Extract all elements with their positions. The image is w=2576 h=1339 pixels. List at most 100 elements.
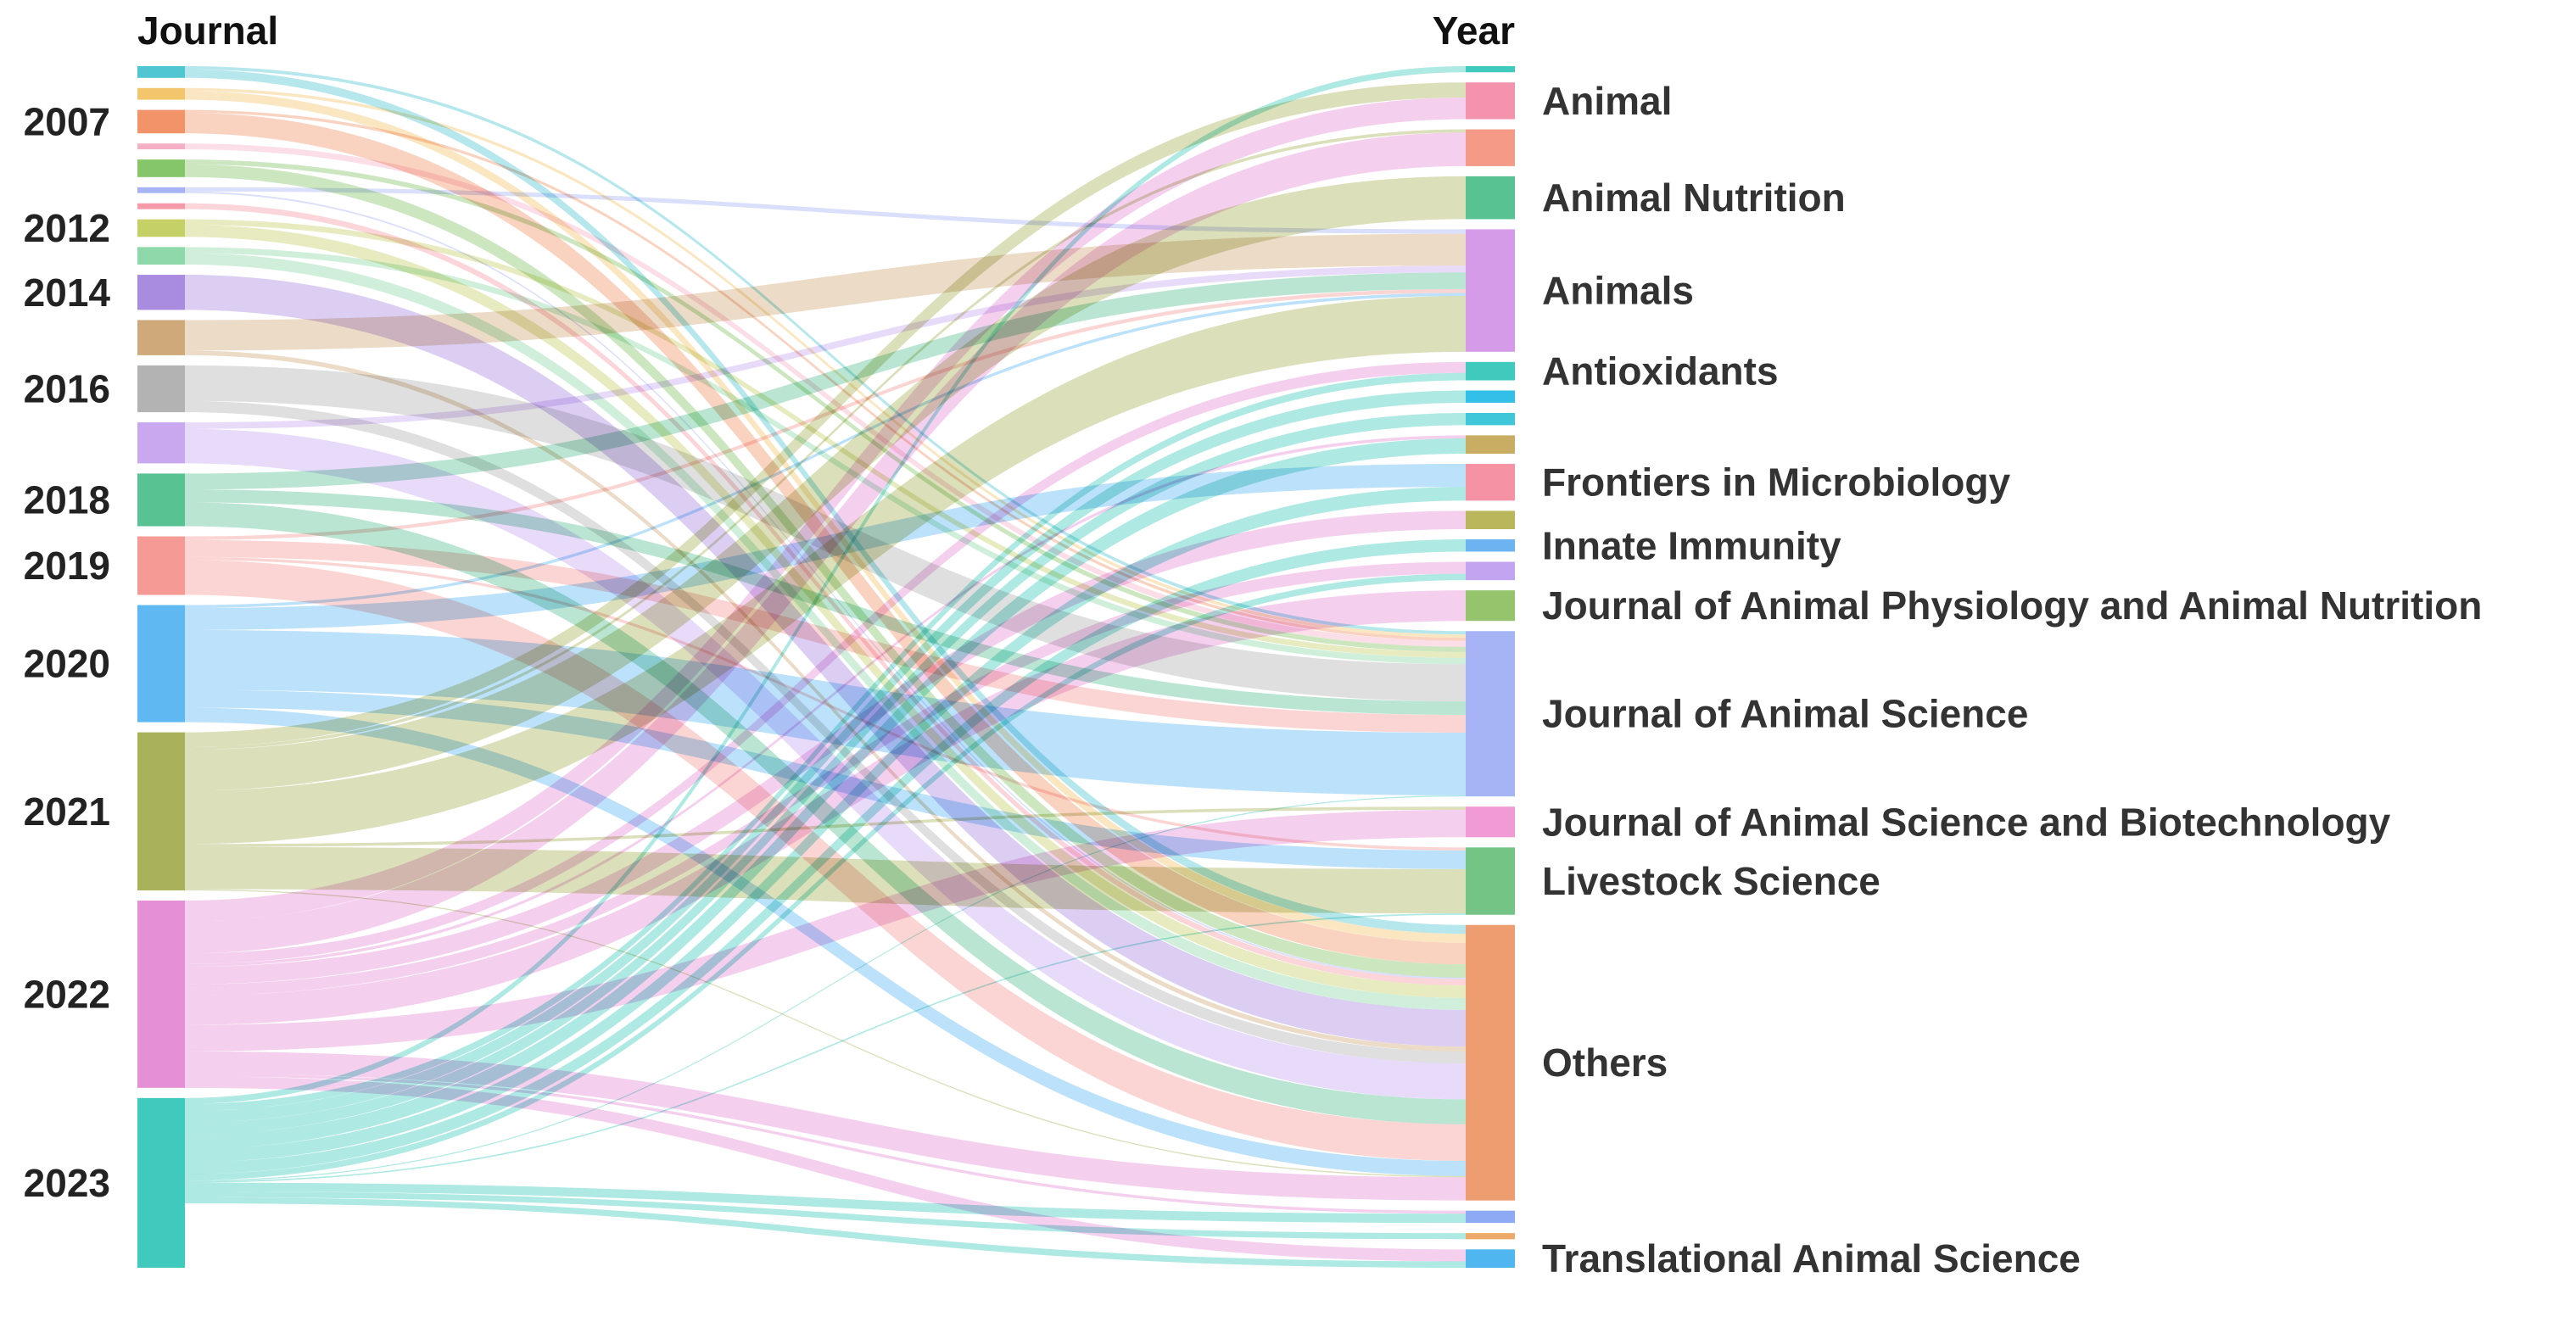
left-node-y2013 xyxy=(137,247,185,265)
left-node-y2005 xyxy=(137,66,185,78)
left-axis-title: Journal xyxy=(137,8,278,53)
flow-y2022-others xyxy=(185,1051,1466,1201)
left-node-y2011 xyxy=(137,203,185,209)
right-label-j_anim_sci: Journal of Animal Science xyxy=(1542,692,2028,736)
right-node-j_b xyxy=(1466,129,1515,166)
left-label-y2020: 2020 xyxy=(24,642,110,686)
flow-y2023-j_anim_sci xyxy=(185,795,1466,1181)
flow-y2022-j_r xyxy=(185,1073,1466,1214)
flow-y2023-innate_immunity xyxy=(185,539,1466,1174)
flow-y2023-j_f xyxy=(185,390,1466,1123)
flow-y2022-j_j xyxy=(185,510,1466,985)
right-label-animal: Animal xyxy=(1542,79,1672,123)
left-node-y2014 xyxy=(137,275,185,310)
left-node-bars xyxy=(137,66,185,1268)
left-node-y2016 xyxy=(137,365,185,413)
flow-y2019-j_anim_sci xyxy=(185,547,1466,734)
flow-y2023-j_g xyxy=(185,412,1466,1135)
flow-y2015-animals xyxy=(185,259,1466,351)
flow-y2023-j_h xyxy=(185,438,1466,1150)
flow-y2022-translational xyxy=(185,1076,1466,1262)
left-node-y2019 xyxy=(137,536,185,595)
flow-y2023-j_l xyxy=(185,573,1466,1180)
flow-y2014-others xyxy=(185,308,1466,1047)
flow-y2021-others xyxy=(185,889,1466,1178)
left-node-y2018 xyxy=(137,473,185,527)
flow-y2022-j_h xyxy=(185,435,1466,968)
flow-y2022-animal xyxy=(185,97,1466,922)
left-label-y2022: 2022 xyxy=(24,972,110,1016)
flow-y2023-j_s xyxy=(185,1191,1466,1240)
right-label-innate_immunity: Innate Immunity xyxy=(1542,523,1841,567)
right-label-others: Others xyxy=(1542,1041,1668,1085)
right-node-j_h xyxy=(1466,435,1515,455)
right-node-j_s xyxy=(1466,1233,1515,1240)
left-node-y2015 xyxy=(137,320,185,355)
left-node-labels: 2007 2012 2014 2016 2018 2019 2020 2021 2022 2023 xyxy=(24,99,111,1205)
flow-y2020-animals xyxy=(185,296,1466,609)
right-node-others xyxy=(1466,924,1515,1201)
flow-y2013-j_anim_sci xyxy=(185,247,1466,665)
right-node-animals xyxy=(1466,229,1515,352)
right-label-j_anim_phys: Journal of Animal Physiology and Animal … xyxy=(1542,583,2482,628)
flow-y2018-j_anim_sci xyxy=(185,500,1466,716)
right-node-j_f xyxy=(1466,390,1515,403)
flow-y2008-j_anim_sci xyxy=(185,147,1466,647)
flow-y2023-translational xyxy=(185,1197,1466,1268)
left-node-y2022 xyxy=(137,900,185,1088)
left-node-y2009 xyxy=(137,159,185,177)
right-label-translational: Translational Animal Science xyxy=(1542,1236,2081,1280)
right-node-j_r xyxy=(1466,1210,1515,1224)
left-node-y2021 xyxy=(137,732,185,890)
left-label-y2021: 2021 xyxy=(24,789,110,834)
flow-y2018-animals xyxy=(185,272,1466,490)
right-node-antioxidants xyxy=(1466,361,1515,381)
right-node-j_anim_sci xyxy=(1466,631,1515,797)
right-axis-title: Year xyxy=(1433,8,1515,53)
flow-y2023-j_top xyxy=(185,66,1466,1104)
flow-y2010-animals xyxy=(185,187,1466,234)
right-node-j_anim_sci_biotech xyxy=(1466,806,1515,838)
flow-y2021-j_b xyxy=(185,129,1466,750)
flow-y2022-j_anim_phys xyxy=(185,590,1466,1025)
left-node-y2023 xyxy=(137,1097,185,1268)
right-label-livestock: Livestock Science xyxy=(1542,859,1880,903)
flow-y2021-animal xyxy=(185,82,1466,747)
right-node-animal xyxy=(1466,82,1515,120)
right-node-animal_nutrition xyxy=(1466,176,1515,220)
right-node-livestock xyxy=(1466,847,1515,915)
left-node-y2008 xyxy=(137,143,185,150)
flow-y2012-others xyxy=(185,225,1466,995)
right-label-antioxidants: Antioxidants xyxy=(1542,349,1779,393)
flow-y2020-animals xyxy=(185,293,1466,609)
left-node-y2010 xyxy=(137,187,185,193)
flow-y2019-j_anim_sci xyxy=(185,539,1466,723)
flow-y2022-j_b xyxy=(185,132,1466,954)
right-node-j_l xyxy=(1466,561,1515,581)
right-label-animal_nutrition: Animal Nutrition xyxy=(1542,176,1846,220)
left-label-y2018: 2018 xyxy=(24,477,110,522)
right-node-innate_immunity xyxy=(1466,539,1515,552)
right-node-j_j xyxy=(1466,510,1515,530)
right-node-bars xyxy=(1466,66,1515,1268)
flow-y2018-j_anim_sci xyxy=(185,489,1466,714)
flow-y2017-animals xyxy=(185,265,1466,428)
right-label-j_anim_sci_biotech: Journal of Animal Science and Biotechnol… xyxy=(1542,800,2391,844)
flow-y2021-animals xyxy=(185,296,1466,845)
right-node-frontiers_microbiology xyxy=(1466,464,1515,501)
left-node-y2017 xyxy=(137,422,185,464)
left-label-y2014: 2014 xyxy=(24,271,111,315)
left-node-y2006 xyxy=(137,87,185,100)
right-node-translational xyxy=(1466,1249,1515,1268)
flow-y2009-j_anim_sci xyxy=(185,159,1466,652)
flow-links xyxy=(185,66,1466,1268)
right-node-j_top xyxy=(1466,66,1515,73)
left-node-y2007 xyxy=(137,109,185,134)
flow-y2008-j_anim_sci xyxy=(185,143,1466,645)
right-node-j_g xyxy=(1466,412,1515,426)
right-node-j_anim_phys xyxy=(1466,590,1515,622)
left-node-y2012 xyxy=(137,219,185,237)
flow-y2023-frontiers_microbiology xyxy=(185,487,1466,1163)
flow-y2022-j_anim_sci_biotech xyxy=(185,809,1466,1052)
